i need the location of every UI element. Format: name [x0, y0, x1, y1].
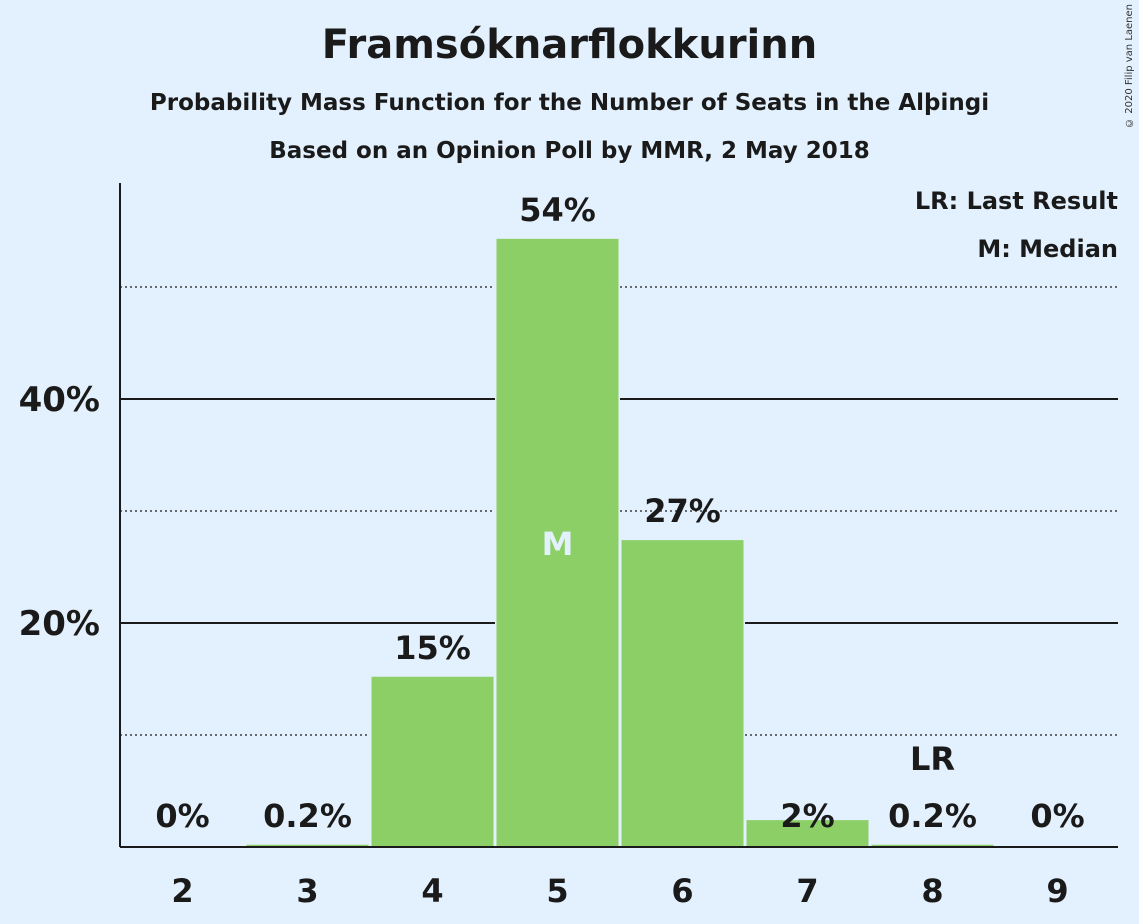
median-marker: M: [542, 525, 574, 563]
x-tick-label-3: 3: [296, 872, 318, 910]
legend: LR: Last Result M: Median: [915, 187, 1118, 263]
last-result-marker: LR: [910, 740, 955, 778]
x-tick-label-6: 6: [671, 872, 693, 910]
x-tick-label-5: 5: [546, 872, 568, 910]
value-label-8: 0.2%: [888, 797, 977, 835]
x-tick-label-7: 7: [796, 872, 818, 910]
chart-subtitle: Probability Mass Function for the Number…: [149, 90, 990, 116]
x-tick-label-9: 9: [1046, 872, 1068, 910]
value-label-7: 2%: [780, 797, 834, 835]
bar-5: [496, 238, 619, 848]
axes: 20% 40%: [19, 183, 1118, 848]
value-labels: 0% 2 0.2% 3 15% 4 54% 5 M 27% 6 2% 7 0.2% 8 LR 0% 9: [155, 191, 1084, 910]
chart-source-line: Based on an Opinion Poll by MMR, 2 May 2…: [269, 138, 870, 164]
x-tick-label-4: 4: [421, 872, 443, 910]
legend-entry: M: Median: [977, 235, 1118, 263]
bars: [245, 238, 995, 848]
x-tick-label-8: 8: [921, 872, 943, 910]
y-tick-label: 20%: [19, 604, 100, 644]
bar-3: [246, 844, 369, 847]
value-label-2: 0%: [155, 797, 209, 835]
legend-entry: LR: Last Result: [915, 187, 1118, 215]
bar-7: [746, 820, 869, 847]
value-label-3: 0.2%: [263, 797, 352, 835]
value-label-4: 15%: [394, 629, 471, 667]
value-label-5: 54%: [519, 191, 596, 229]
bar-8: [871, 844, 994, 847]
value-label-6: 27%: [644, 492, 721, 530]
y-tick-label: 40%: [19, 380, 100, 420]
x-tick-label-2: 2: [171, 872, 193, 910]
bar-4: [371, 676, 494, 847]
bar-6: [621, 540, 744, 847]
value-label-9: 0%: [1030, 797, 1084, 835]
chart-title: Framsóknarflokkurinn: [321, 22, 818, 68]
